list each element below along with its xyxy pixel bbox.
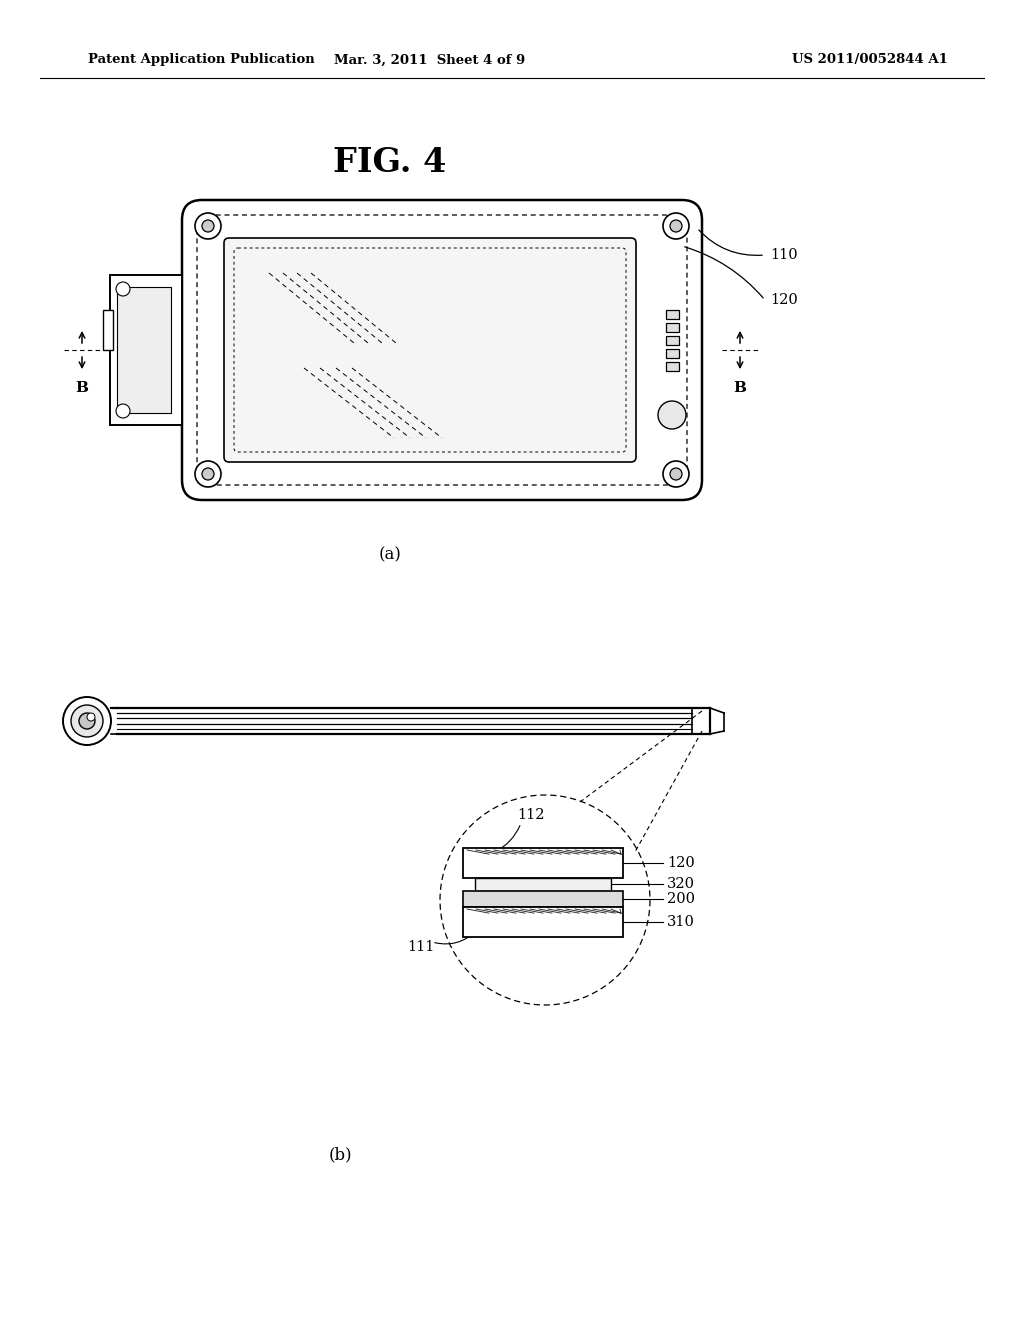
Text: B: B — [733, 381, 746, 395]
FancyBboxPatch shape — [182, 201, 702, 500]
Circle shape — [63, 697, 111, 744]
Circle shape — [202, 220, 214, 232]
FancyBboxPatch shape — [224, 238, 636, 462]
Circle shape — [116, 282, 130, 296]
Circle shape — [202, 469, 214, 480]
Text: 120: 120 — [667, 855, 694, 870]
Circle shape — [663, 461, 689, 487]
Bar — [110, 275, 182, 425]
Bar — [666, 323, 679, 333]
Bar — [103, 310, 113, 350]
Circle shape — [116, 404, 130, 418]
Bar — [463, 847, 623, 878]
Circle shape — [658, 401, 686, 429]
Bar — [666, 348, 679, 358]
Bar — [117, 286, 171, 413]
Circle shape — [670, 469, 682, 480]
Circle shape — [71, 705, 103, 737]
Text: US 2011/0052844 A1: US 2011/0052844 A1 — [792, 54, 948, 66]
Circle shape — [195, 213, 221, 239]
Text: FIG. 4: FIG. 4 — [334, 145, 446, 178]
Bar — [475, 878, 611, 891]
Circle shape — [87, 713, 95, 721]
Circle shape — [195, 461, 221, 487]
Text: B: B — [76, 381, 88, 395]
Text: 120: 120 — [770, 293, 798, 308]
Text: 320: 320 — [667, 876, 695, 891]
Bar — [463, 891, 623, 907]
Text: 200: 200 — [667, 892, 695, 906]
Text: 110: 110 — [770, 248, 798, 261]
Bar — [666, 337, 679, 345]
Text: Patent Application Publication: Patent Application Publication — [88, 54, 314, 66]
Circle shape — [663, 213, 689, 239]
Text: 111: 111 — [407, 940, 434, 954]
Circle shape — [79, 713, 95, 729]
Text: (a): (a) — [379, 546, 401, 564]
Circle shape — [670, 220, 682, 232]
Bar — [666, 310, 679, 319]
Text: 310: 310 — [667, 915, 695, 929]
Bar — [463, 907, 623, 937]
Bar — [666, 362, 679, 371]
Text: 112: 112 — [517, 808, 545, 822]
Text: Mar. 3, 2011  Sheet 4 of 9: Mar. 3, 2011 Sheet 4 of 9 — [335, 54, 525, 66]
Text: (b): (b) — [328, 1147, 352, 1163]
